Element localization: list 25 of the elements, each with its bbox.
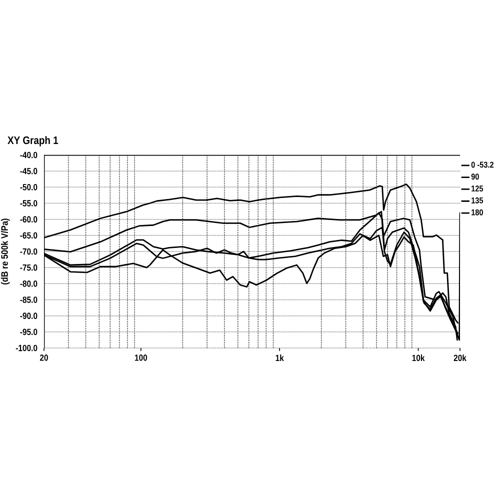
y-tick-label: -80.0 (20, 280, 38, 287)
y-tick-label: -40.0 (20, 152, 38, 158)
y-tick-label: -100.0 (16, 344, 38, 352)
legend-label: 90 (471, 174, 479, 180)
y-tick-label: -45.0 (20, 168, 38, 174)
chart-title: XY Graph 1 (8, 136, 58, 146)
x-tick-label: 100 (134, 354, 148, 361)
y-tick-label: -95.0 (20, 328, 38, 336)
y-tick-label: -90.0 (20, 312, 38, 320)
x-tick-label: 20 (40, 354, 48, 361)
x-tick-label: 10k (412, 354, 425, 362)
legend-label: 180 (472, 209, 483, 216)
y-tick-label: -70.0 (20, 248, 38, 255)
x-tick-label: 20k (454, 354, 466, 362)
legend-label: 0 -53.2 (471, 162, 494, 168)
legend-label: 125 (472, 186, 484, 192)
y-tick-label: -85.0 (20, 296, 38, 303)
y-tick-label: -55.0 (20, 200, 38, 206)
y-tick-label: -65.0 (20, 232, 38, 239)
legend-label: 135 (472, 197, 484, 204)
y-tick-label: -75.0 (20, 264, 38, 271)
y-tick-label: -60.0 (20, 216, 38, 223)
y-tick-label: -50.0 (20, 184, 38, 190)
x-tick-label: 1k (276, 354, 284, 362)
y-axis-title: (dB re 500k V/Pa) (0, 218, 10, 284)
